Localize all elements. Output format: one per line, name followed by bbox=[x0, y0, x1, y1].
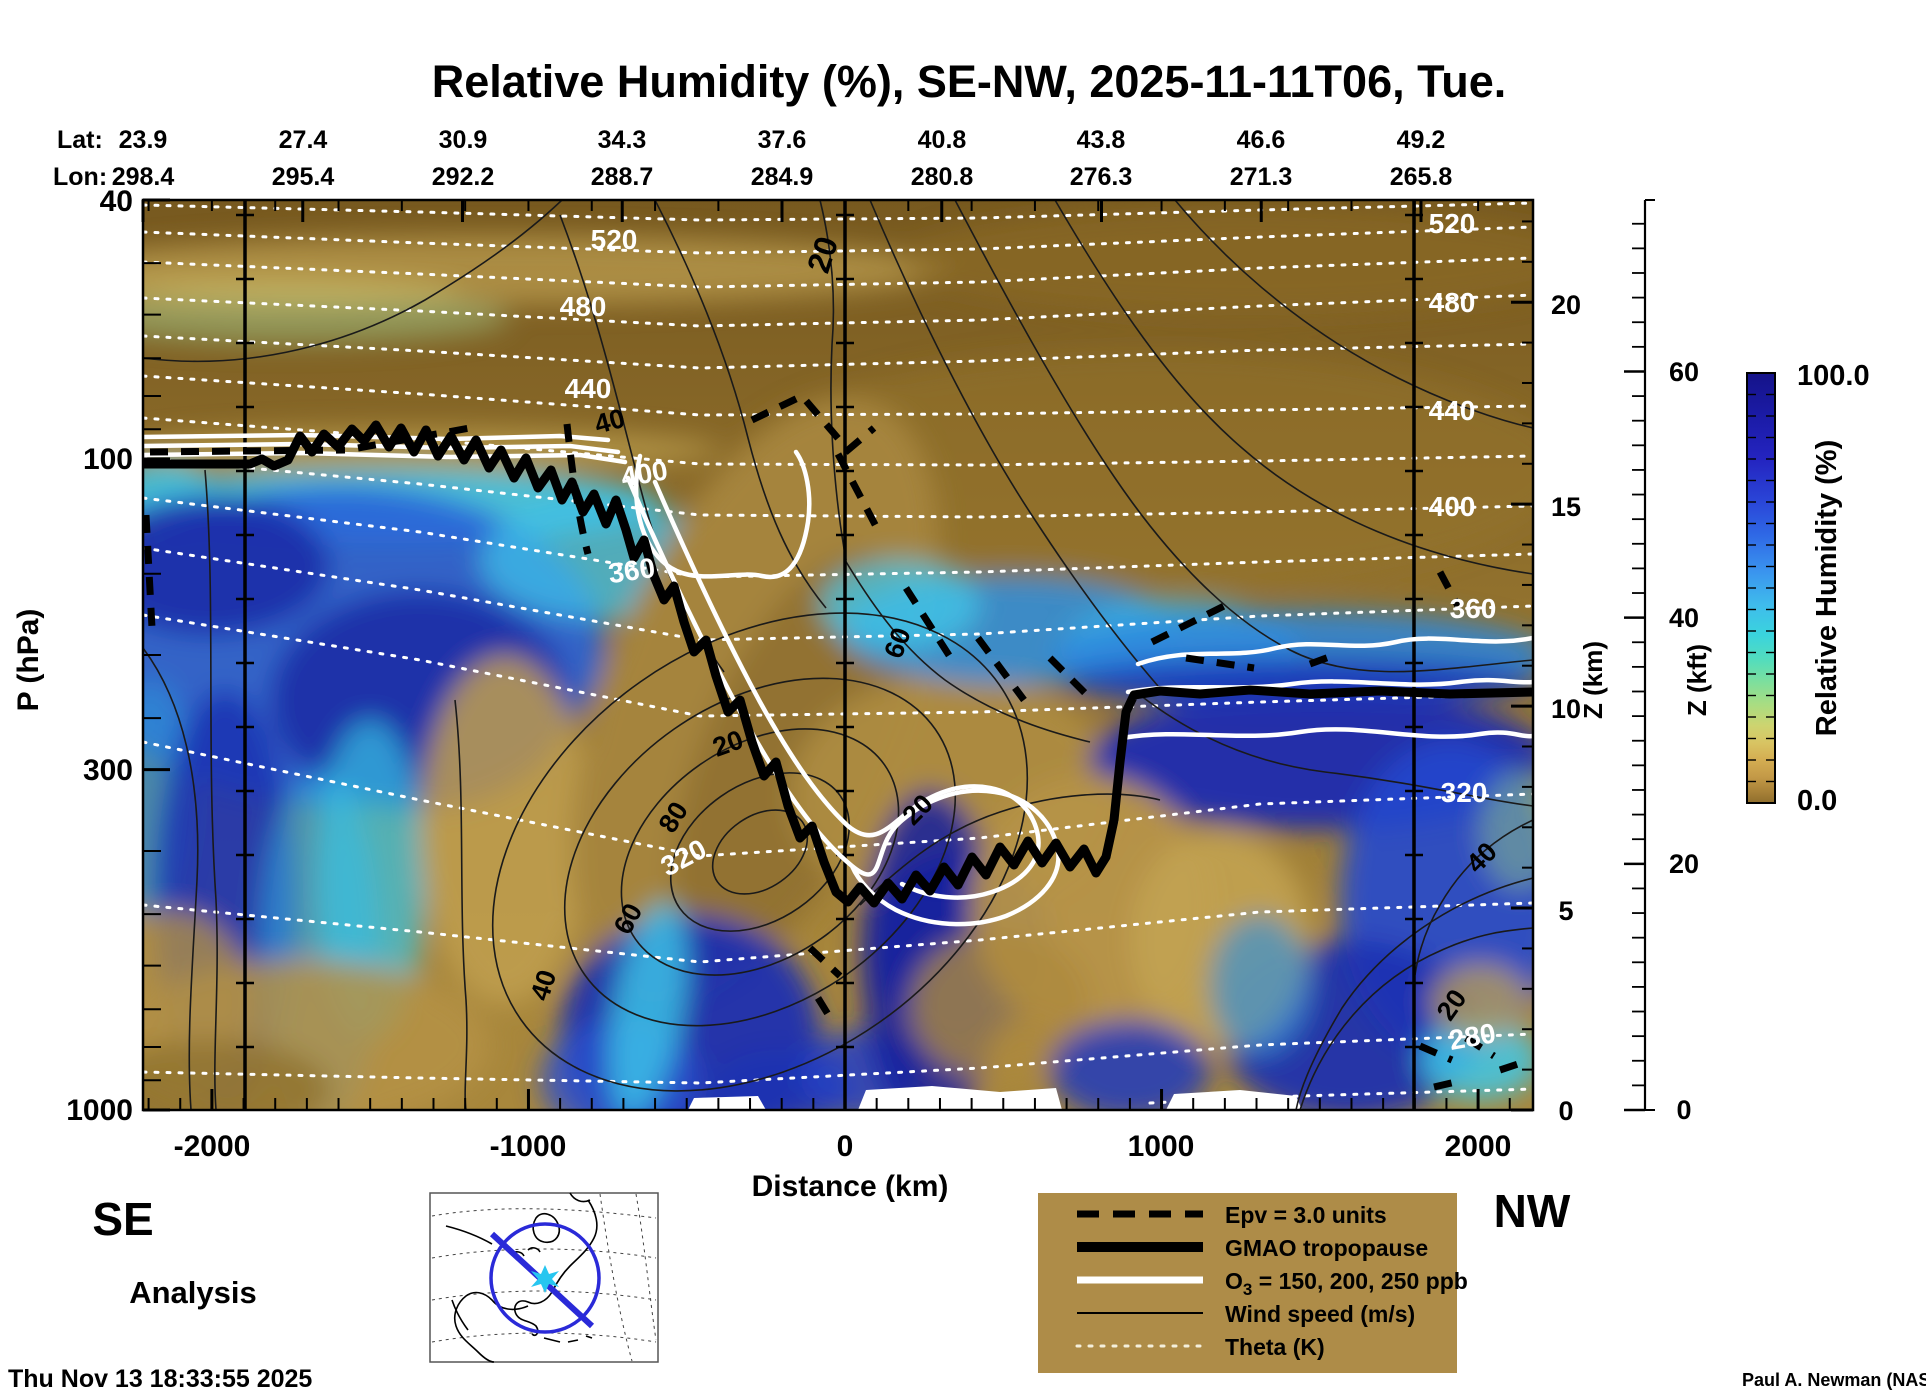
distance-tick-label: -2000 bbox=[174, 1130, 251, 1163]
theta-label: 520 bbox=[591, 224, 638, 255]
epv-contours bbox=[143, 391, 1526, 1091]
lon-value: 284.9 bbox=[751, 163, 814, 191]
legend-ozone-label: O3 = 150, 200, 250 ppb bbox=[1225, 1268, 1468, 1299]
lat-value: 46.6 bbox=[1237, 126, 1286, 154]
pressure-tick-label: 100 bbox=[83, 443, 133, 476]
pressure-axis-title: P (hPa) bbox=[12, 609, 45, 712]
theta-label: 400 bbox=[1429, 491, 1476, 522]
pressure-tick-label: 1000 bbox=[66, 1094, 133, 1127]
baja-coast bbox=[451, 1299, 469, 1331]
lon-value: 265.8 bbox=[1390, 163, 1453, 191]
theta-label: 360 bbox=[606, 552, 657, 589]
colorbar-min-label: 0.0 bbox=[1797, 785, 1837, 817]
theta-labels-left: 520 480 440 400 360 320 bbox=[560, 224, 712, 882]
distance-tick-label: 1000 bbox=[1128, 1130, 1195, 1163]
ozone-contours bbox=[143, 432, 1533, 927]
tropopause-line bbox=[143, 420, 1533, 908]
lon-value: 298.4 bbox=[112, 163, 175, 191]
distance-tick-label: -1000 bbox=[490, 1130, 567, 1163]
lat-value: 40.8 bbox=[918, 126, 967, 154]
lon-value: 292.2 bbox=[432, 163, 495, 191]
gulf-mexico-coast bbox=[453, 1291, 529, 1363]
distance-tick-label: 2000 bbox=[1445, 1130, 1512, 1163]
z-kft-axis-labels: 60 40 20 0 bbox=[1669, 357, 1699, 1125]
legend-theta-label: Theta (K) bbox=[1225, 1334, 1325, 1360]
pressure-tick-label: 300 bbox=[83, 754, 133, 787]
east-coast bbox=[513, 1199, 598, 1337]
lat-value: 27.4 bbox=[279, 126, 328, 154]
legend-wind-label: Wind speed (m/s) bbox=[1225, 1301, 1415, 1327]
lat-value: 37.6 bbox=[758, 126, 807, 154]
map-range-circle bbox=[489, 1222, 601, 1334]
zkm-tick-label: 5 bbox=[1558, 896, 1573, 926]
theta-label: 480 bbox=[1429, 287, 1476, 318]
lat-row-label: Lat: bbox=[57, 126, 103, 154]
distance-tick-label: 0 bbox=[837, 1130, 854, 1163]
axis-ticks bbox=[141, 198, 1655, 1112]
lon-values: 298.4 295.4 292.2 288.7 284.9 280.8 276.… bbox=[112, 163, 1453, 191]
z-km-axis-title: Z (km) bbox=[1578, 641, 1608, 719]
colorbar: 100.0 0.0 Relative Humidity (%) bbox=[1746, 360, 1870, 817]
zkft-tick-label: 20 bbox=[1669, 849, 1699, 879]
distance-axis-labels: -2000 -1000 0 1000 2000 bbox=[174, 1130, 1512, 1163]
zkft-tick-label: 0 bbox=[1676, 1095, 1691, 1125]
colorbar-max-label: 100.0 bbox=[1797, 360, 1870, 392]
lat-value: 23.9 bbox=[119, 126, 168, 154]
page-title: Relative Humidity (%), SE-NW, 2025-11-11… bbox=[432, 56, 1507, 107]
pacific-coast bbox=[445, 1225, 493, 1245]
corner-se-label: SE bbox=[92, 1193, 153, 1245]
lat-value: 30.9 bbox=[439, 126, 488, 154]
reference-lines bbox=[236, 200, 1423, 1110]
map-center-star bbox=[531, 1265, 559, 1293]
z-km-axis-labels: 20 15 10 5 0 bbox=[1551, 290, 1581, 1126]
pressure-tick-label: 40 bbox=[100, 185, 133, 218]
lon-row-label: Lon: bbox=[53, 163, 107, 191]
overlay-legend: Epv = 3.0 units GMAO tropopause O3 = 150… bbox=[1038, 1193, 1468, 1373]
legend-epv-label: Epv = 3.0 units bbox=[1225, 1202, 1387, 1228]
colorbar-ticks bbox=[1747, 372, 1775, 804]
lon-value: 271.3 bbox=[1230, 163, 1293, 191]
zkm-tick-label: 15 bbox=[1551, 492, 1581, 522]
wind-contours bbox=[143, 200, 1533, 1110]
zkm-tick-label: 0 bbox=[1558, 1096, 1573, 1126]
zkm-tick-label: 20 bbox=[1551, 290, 1581, 320]
hudson-bay-coast bbox=[532, 1212, 560, 1244]
lon-value: 288.7 bbox=[591, 163, 654, 191]
lat-value: 34.3 bbox=[598, 126, 647, 154]
theta-labels-right: 520 480 440 400 360 320 280 bbox=[1429, 208, 1498, 1056]
timestamp-label: Thu Nov 13 18:33:55 2025 bbox=[8, 1365, 312, 1393]
analysis-label: Analysis bbox=[129, 1275, 257, 1310]
zkft-tick-label: 60 bbox=[1669, 357, 1699, 387]
caribbean-islands bbox=[543, 1335, 593, 1343]
theta-label: 520 bbox=[1429, 208, 1476, 239]
z-kft-axis-title: Z (kft) bbox=[1682, 644, 1712, 716]
lon-value: 276.3 bbox=[1070, 163, 1133, 191]
lat-values: 23.9 27.4 30.9 34.3 37.6 40.8 43.8 46.6 … bbox=[119, 126, 1446, 154]
corner-nw-label: NW bbox=[1494, 1185, 1571, 1237]
zkm-tick-label: 10 bbox=[1551, 694, 1581, 724]
greenland-coast bbox=[569, 1192, 591, 1203]
lon-value: 280.8 bbox=[911, 163, 974, 191]
legend-tropopause-label: GMAO tropopause bbox=[1225, 1235, 1428, 1261]
zkft-tick-label: 40 bbox=[1669, 603, 1699, 633]
theta-label: 440 bbox=[565, 373, 612, 404]
lat-value: 49.2 bbox=[1397, 126, 1446, 154]
credit-label: Paul A. Newman (NASA bbox=[1742, 1370, 1926, 1390]
theta-label: 440 bbox=[1429, 395, 1476, 426]
lat-value: 43.8 bbox=[1077, 126, 1126, 154]
theta-label: 480 bbox=[560, 291, 607, 322]
pressure-axis-labels: 40 100 300 1000 bbox=[66, 185, 133, 1127]
theta-label: 360 bbox=[1450, 593, 1497, 624]
map-inset bbox=[429, 1192, 659, 1363]
theta-label: 320 bbox=[1441, 777, 1488, 808]
colorbar-title: Relative Humidity (%) bbox=[1811, 440, 1843, 737]
distance-axis-title: Distance (km) bbox=[752, 1170, 949, 1203]
lon-value: 295.4 bbox=[272, 163, 335, 191]
